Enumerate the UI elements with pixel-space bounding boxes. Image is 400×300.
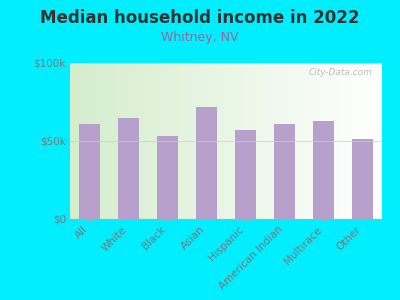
Bar <box>313 121 334 219</box>
Bar <box>196 107 217 219</box>
Text: City-Data.com: City-Data.com <box>309 68 373 77</box>
Bar <box>118 118 139 219</box>
Text: Whitney, NV: Whitney, NV <box>161 32 239 44</box>
Bar <box>157 136 178 219</box>
Bar <box>79 124 100 219</box>
Text: Median household income in 2022: Median household income in 2022 <box>40 9 360 27</box>
Bar <box>352 140 373 219</box>
Bar <box>235 130 256 219</box>
Bar <box>274 124 295 219</box>
